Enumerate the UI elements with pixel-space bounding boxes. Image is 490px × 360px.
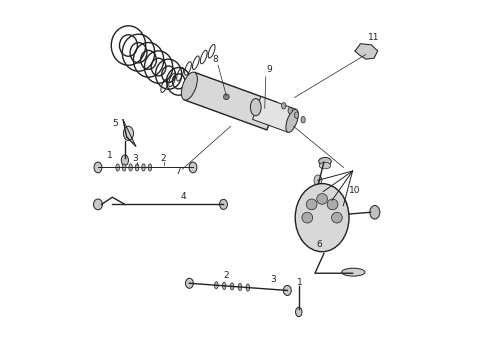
Ellipse shape [122,164,126,171]
Ellipse shape [215,282,218,289]
Ellipse shape [148,164,152,171]
Text: 8: 8 [212,55,218,64]
Ellipse shape [94,199,102,210]
Text: 7: 7 [175,167,181,176]
Text: 1: 1 [107,152,113,161]
Ellipse shape [370,206,380,219]
Text: 3: 3 [270,275,276,284]
Ellipse shape [181,72,197,100]
Ellipse shape [318,157,331,165]
Ellipse shape [342,268,365,276]
Text: 4: 4 [180,192,186,201]
Text: 9: 9 [267,66,272,75]
Ellipse shape [116,164,120,171]
Text: 2: 2 [161,154,166,163]
Ellipse shape [135,164,139,171]
Ellipse shape [328,195,336,206]
Bar [252,96,296,132]
Ellipse shape [94,162,102,173]
Text: 11: 11 [368,33,379,42]
Ellipse shape [123,126,133,140]
Ellipse shape [142,164,146,171]
Text: 1: 1 [297,278,303,287]
Ellipse shape [122,155,128,166]
Ellipse shape [283,285,291,296]
Ellipse shape [319,186,327,197]
Ellipse shape [220,199,227,210]
Circle shape [317,194,327,204]
Ellipse shape [286,109,298,132]
Ellipse shape [189,162,197,173]
Ellipse shape [222,282,226,289]
Ellipse shape [230,283,234,290]
Text: 6: 6 [317,240,322,249]
Circle shape [302,212,313,223]
Circle shape [332,212,343,223]
Text: 2: 2 [223,271,229,280]
Ellipse shape [314,175,322,186]
Circle shape [327,199,338,210]
Ellipse shape [301,117,305,123]
Ellipse shape [246,284,250,291]
Ellipse shape [319,162,331,169]
Ellipse shape [295,307,302,317]
Ellipse shape [282,103,286,109]
Text: 10: 10 [349,185,361,194]
Circle shape [306,199,317,210]
Polygon shape [355,44,378,59]
Circle shape [223,94,229,100]
Text: 5: 5 [112,119,118,128]
Bar [184,72,277,130]
Ellipse shape [295,184,349,252]
Ellipse shape [288,107,293,114]
Ellipse shape [186,278,194,288]
Ellipse shape [238,283,242,291]
Ellipse shape [294,112,299,118]
Ellipse shape [129,164,132,171]
Ellipse shape [250,99,261,116]
Text: 3: 3 [132,154,138,163]
Ellipse shape [340,200,347,211]
